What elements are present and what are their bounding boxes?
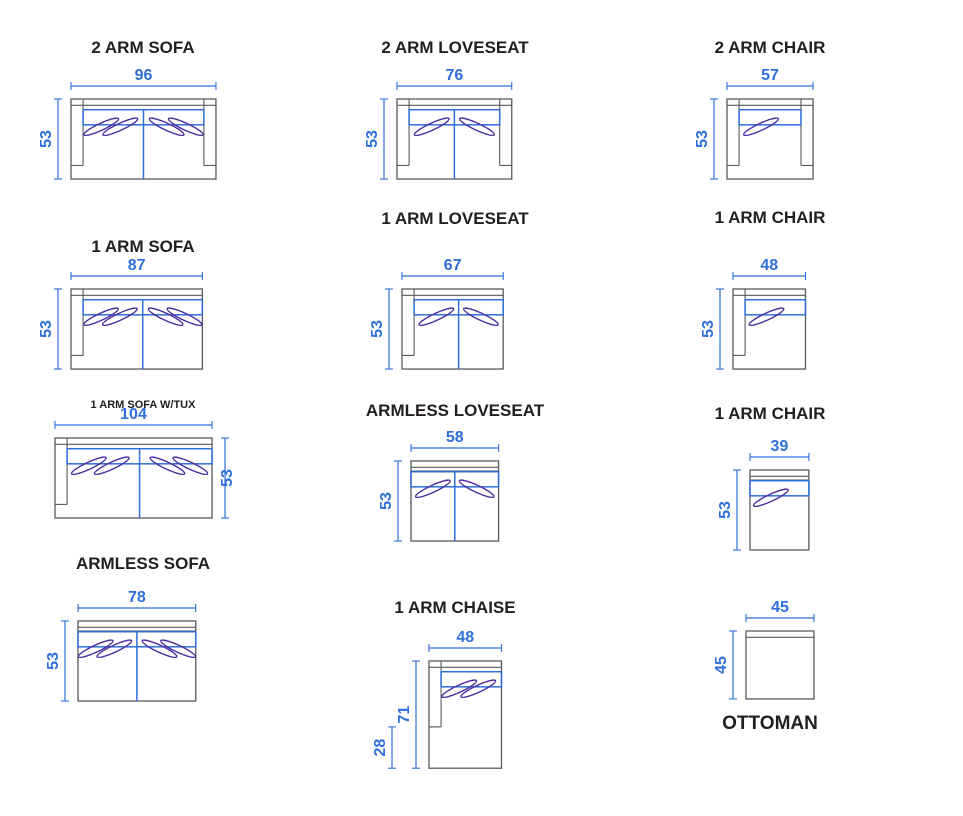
- svg-text:53: 53: [38, 130, 55, 148]
- svg-text:48: 48: [760, 257, 778, 274]
- svg-text:45: 45: [713, 656, 730, 674]
- svg-text:67: 67: [444, 257, 462, 274]
- svg-text:53: 53: [38, 320, 55, 338]
- svg-text:53: 53: [694, 130, 711, 148]
- svg-text:53: 53: [364, 130, 381, 148]
- svg-text:28: 28: [372, 739, 389, 757]
- svg-text:78: 78: [128, 589, 146, 606]
- svg-text:48: 48: [457, 629, 475, 646]
- svg-text:96: 96: [134, 67, 152, 84]
- svg-text:45: 45: [771, 599, 789, 616]
- svg-text:71: 71: [396, 706, 413, 724]
- svg-text:53: 53: [369, 320, 386, 338]
- svg-text:76: 76: [445, 67, 463, 84]
- svg-text:53: 53: [45, 652, 62, 670]
- svg-text:53: 53: [700, 320, 717, 338]
- svg-text:39: 39: [771, 438, 789, 455]
- svg-text:53: 53: [219, 469, 236, 487]
- svg-text:58: 58: [446, 429, 464, 446]
- svg-text:87: 87: [128, 257, 146, 274]
- svg-text:53: 53: [717, 501, 734, 519]
- svg-text:57: 57: [761, 67, 779, 84]
- svg-text:53: 53: [378, 492, 395, 510]
